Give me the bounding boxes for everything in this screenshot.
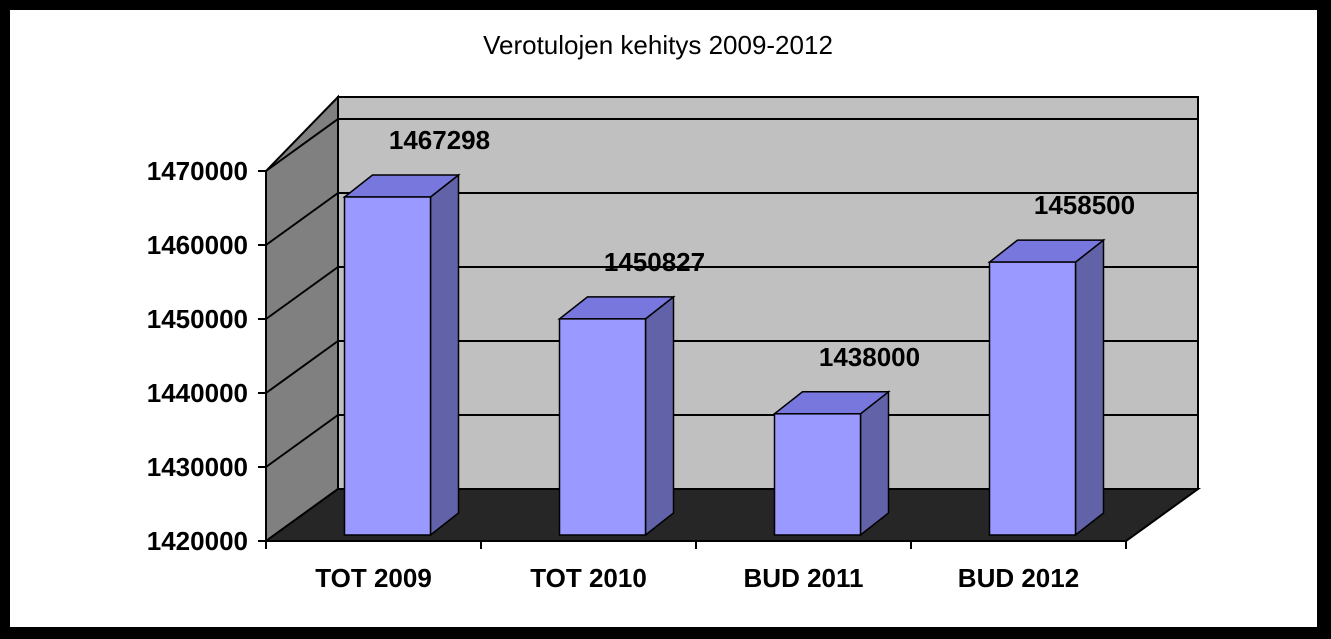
bars — [342, 173, 1106, 537]
gridline-side — [265, 192, 339, 246]
y-tick-label: 1420000 — [147, 526, 248, 556]
gridline-side — [265, 414, 339, 468]
bar-front — [343, 196, 432, 536]
bar-side — [859, 390, 890, 537]
x-category-labels: TOT 2009 TOT 2010 BUD 2011 BUD 2012 — [315, 563, 1079, 593]
y-tick-labels: 1420000 1430000 1440000 1450000 1460000 14700… — [147, 156, 248, 556]
data-label: 1458500 — [1034, 190, 1135, 220]
bar — [987, 238, 1106, 537]
bar-side — [644, 295, 675, 537]
bar-front — [988, 261, 1077, 536]
gridline-side — [265, 340, 339, 394]
data-label: 1438000 — [819, 342, 920, 372]
y-tick-label: 1440000 — [147, 378, 248, 408]
bar-side — [1074, 238, 1105, 537]
data-label: 1467298 — [389, 125, 490, 155]
bar — [342, 173, 461, 537]
chart-frame: Verotulojen kehitys 2009-2012 1420000 143… — [10, 10, 1317, 627]
bar — [772, 390, 891, 537]
x-category-label: TOT 2010 — [530, 563, 647, 593]
bar-front — [773, 413, 862, 536]
chart-title: Verotulojen kehitys 2009-2012 — [483, 30, 833, 60]
bar-chart: Verotulojen kehitys 2009-2012 1420000 143… — [147, 30, 1202, 593]
bar-side — [429, 173, 460, 537]
bar-front — [558, 318, 647, 536]
x-category-label: BUD 2011 — [744, 563, 864, 593]
y-tick-label: 1450000 — [147, 304, 248, 334]
data-label: 1450827 — [604, 247, 705, 277]
y-tick-label: 1430000 — [147, 452, 248, 482]
axes — [258, 170, 1127, 549]
y-tick-label: 1470000 — [147, 156, 248, 186]
y-tick-label: 1460000 — [147, 230, 248, 260]
bar — [557, 295, 676, 537]
x-category-label: TOT 2009 — [315, 563, 432, 593]
x-category-label: BUD 2012 — [958, 563, 1079, 593]
gridline-side — [265, 266, 339, 320]
gridline-side — [265, 118, 339, 172]
data-labels: 1467298 1450827 1438000 1458500 — [389, 125, 1135, 372]
